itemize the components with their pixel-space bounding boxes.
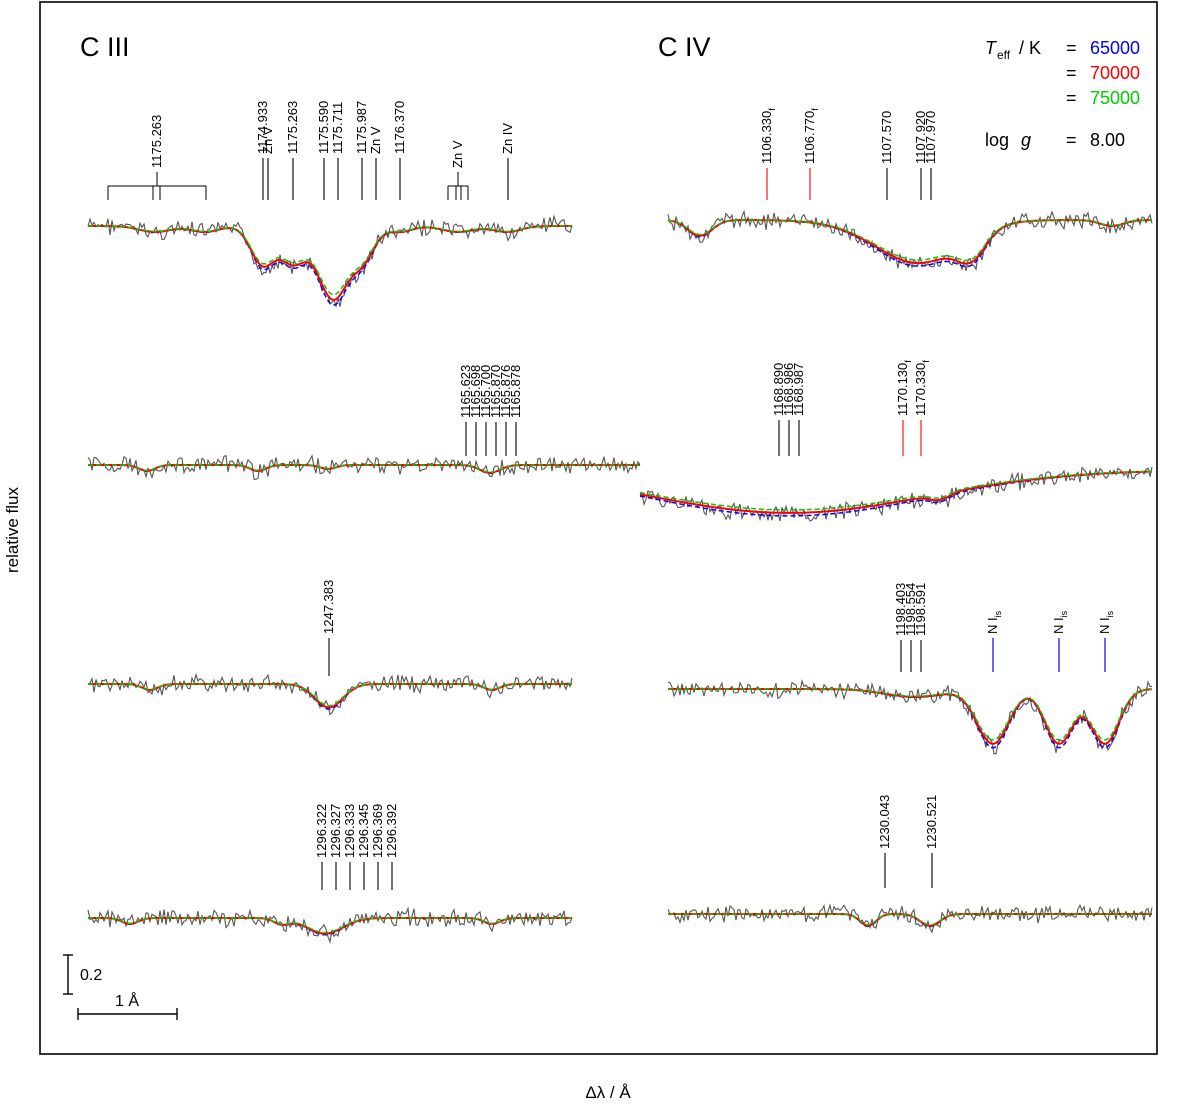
model-75000-spectrum bbox=[668, 913, 1152, 926]
model-75000-spectrum bbox=[639, 470, 1152, 511]
model-75000-spectrum bbox=[88, 225, 572, 296]
line-id-label: 1198.554 bbox=[903, 583, 918, 636]
legend-eq-3: = bbox=[1066, 88, 1077, 108]
interstellar-label: N Iis bbox=[1097, 610, 1115, 634]
line-id-label: 1175.263 bbox=[285, 101, 300, 154]
plot-frame bbox=[39, 1, 1158, 1055]
legend-teff-unit: / K bbox=[1019, 38, 1041, 58]
model-70000-spectrum bbox=[88, 464, 640, 474]
line-id-label: 1175.590 bbox=[316, 101, 331, 154]
line-id-label: Zn V bbox=[368, 126, 383, 154]
line-id-label: Zn V bbox=[260, 126, 275, 154]
zn-v-bracket-label: Zn V bbox=[450, 140, 465, 168]
legend: T eff / K = = = 65000 70000 75000 log g … bbox=[985, 38, 1140, 150]
x-axis-label: Δλ / Å bbox=[585, 1083, 631, 1102]
model-70000-spectrum bbox=[88, 917, 572, 935]
legend-eq-1: = bbox=[1066, 38, 1077, 58]
zn-v-bracket-2: Zn V bbox=[447, 140, 469, 200]
line-id-label: 1107.920 bbox=[913, 111, 928, 164]
observed-spectrum bbox=[667, 903, 1153, 934]
line-id-label: 1296.369 bbox=[370, 804, 385, 858]
legend-teff-label: T bbox=[985, 38, 998, 58]
line-id-label: 1175.711 bbox=[330, 102, 345, 154]
line-id-label: 1168.890 bbox=[771, 363, 786, 416]
zn-v-bracket: 1175.263 bbox=[107, 115, 207, 200]
line-id-label: Zn IV bbox=[500, 123, 515, 154]
y-axis-label: relative flux bbox=[3, 487, 22, 573]
line-id-label: 1168.987 bbox=[791, 363, 806, 416]
line-id-label: 1165.700 bbox=[478, 365, 493, 418]
legend-logg-var: g bbox=[1021, 130, 1031, 150]
legend-eq-4: = bbox=[1066, 130, 1077, 150]
line-id-label: 1106.330f bbox=[759, 108, 777, 164]
line-id-label: 1296.392 bbox=[384, 804, 399, 858]
line-id-label: 1170.130f bbox=[895, 360, 913, 416]
line-id-label: 1107.570 bbox=[879, 111, 894, 164]
line-id-label: 1230.043 bbox=[877, 795, 892, 849]
flux-scale-label: 0.2 bbox=[80, 967, 102, 984]
legend-teff-75000: 75000 bbox=[1090, 88, 1140, 108]
model-75000-spectrum bbox=[88, 683, 572, 707]
observed-spectrum bbox=[87, 906, 573, 944]
legend-logg-label: log bbox=[985, 130, 1009, 150]
line-id-label: 1165.876 bbox=[498, 365, 513, 418]
line-id-label: 1198.591 bbox=[913, 583, 928, 636]
line-id-label: 1198.403 bbox=[893, 583, 908, 636]
legend-teff-65000: 65000 bbox=[1090, 38, 1140, 58]
line-id-label: 1175.987 bbox=[354, 101, 369, 154]
line-id-label: 1165.623 bbox=[458, 365, 473, 418]
model-75000-spectrum bbox=[667, 219, 1152, 262]
scale-bars: 0.2 1 Å bbox=[63, 954, 178, 1020]
title-c-iv: C IV bbox=[658, 32, 711, 62]
spectra-layer bbox=[87, 209, 1153, 944]
wavelength-scale-label: 1 Å bbox=[115, 991, 139, 1010]
line-id-label: 1176.370 bbox=[392, 101, 407, 154]
observed-spectrum bbox=[639, 466, 1153, 522]
zn-v-bracket-label: 1175.263 bbox=[149, 115, 164, 168]
interstellar-label: N Iis bbox=[1051, 610, 1069, 634]
line-id-label: 1168.986 bbox=[781, 363, 796, 416]
model-75000-spectrum bbox=[88, 917, 572, 934]
interstellar-label: N Iis bbox=[985, 610, 1003, 634]
observed-spectrum bbox=[87, 672, 573, 716]
line-id-label: 1107.970 bbox=[923, 111, 938, 164]
line-id-label: 1165.698 bbox=[468, 365, 483, 418]
model-65000-spectrum bbox=[88, 464, 640, 475]
legend-teff-sub: eff bbox=[997, 48, 1011, 62]
line-id-label: 1247.383 bbox=[321, 580, 336, 634]
line-id-label: 1296.333 bbox=[342, 804, 357, 858]
line-id-label: 1296.345 bbox=[356, 804, 371, 858]
line-id-label: 1106.770f bbox=[802, 108, 820, 164]
title-c-iii: C III bbox=[80, 32, 130, 62]
line-id-label: 1174.933 bbox=[255, 101, 270, 154]
line-id-label: 1230.521 bbox=[924, 795, 939, 849]
line-id-label: 1170.330f bbox=[913, 360, 931, 416]
model-70000-spectrum bbox=[667, 219, 1152, 265]
model-75000-spectrum bbox=[88, 464, 640, 474]
line-id-label: 1165.870 bbox=[488, 365, 503, 418]
legend-eq-2: = bbox=[1066, 63, 1077, 83]
model-75000-spectrum bbox=[668, 688, 1153, 741]
line-id-label: 1165.878 bbox=[508, 365, 523, 418]
line-id-label: 1296.327 bbox=[328, 804, 343, 858]
model-70000-spectrum bbox=[639, 470, 1152, 514]
model-70000-spectrum bbox=[88, 225, 572, 301]
legend-logg-value: 8.00 bbox=[1090, 130, 1125, 150]
legend-teff-70000: 70000 bbox=[1090, 63, 1140, 83]
line-id-label: 1296.322 bbox=[314, 804, 329, 858]
observed-spectrum bbox=[87, 454, 641, 480]
